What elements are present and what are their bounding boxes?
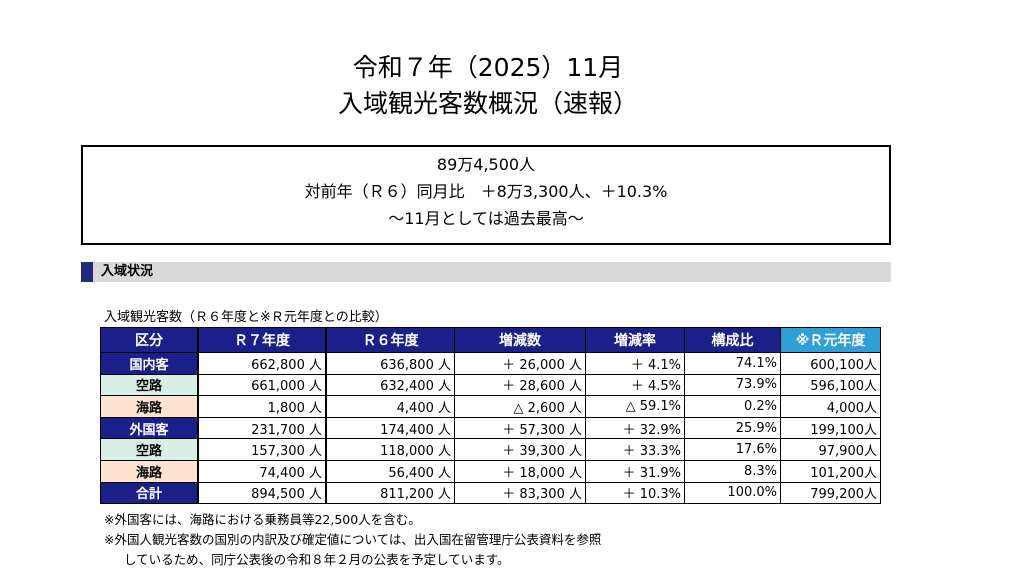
table-cell: 799,200人 [780,481,881,505]
data-table: 区分 Ｒ７年度 Ｒ６年度 増減数 増減率 構成比 ※Ｒ元年度 国内客 662,800 人 636… [100,327,881,505]
table-cell: 97,900人 [780,438,881,461]
table-cell: 17.6% [684,438,781,461]
column-header: Ｒ６年度 [325,327,455,353]
table-cell: ＋ 4.5% [585,373,685,397]
row-label: 空路 [100,373,199,397]
summary-line: 対前年（Ｒ６）同月比 ＋8万3,300人、＋10.3% [304,182,668,201]
table-cell: 74.1% [684,352,781,375]
table-row: 海路 1,800 人 4,400 人 △ 2,600 人 △ 59.1% 0.2% 4,00… [100,395,881,418]
table-row: 空路 661,000 人 632,400 人＋ 28,600 人＋ 4.5% 73.9… [100,373,881,397]
table-row: 外国客 231,700 人 174,400 人＋ 57,300 人＋ 32.9% 25… [100,416,881,440]
table-cell: 662,800 人 [197,352,327,375]
table-cell: 199,100人 [780,416,881,440]
table-cell: ＋ 57,300 人 [454,416,586,440]
summary-box: 89万4,500人 対前年（Ｒ６）同月比 ＋8万3,300人、＋10.3% ～1… [81,145,891,245]
table-cell: 632,400 人 [325,373,455,397]
note: ※外国人観光客数の国別の内訳及び確定値については、出入国在留管理庁公表資料を参照 [104,532,602,547]
section-title: 入域状況 [101,264,154,279]
title: 令和７年（2025）11月 [352,53,624,82]
table-cell: 8.3% [684,459,781,483]
table-row: 空路 157,300 人 118,000 人＋ 39,300 人＋ 33.3% 17.… [100,438,881,461]
table-cell: 100.0% [684,481,781,505]
table-row: 国内客 662,800 人 636,800 人＋ 26,000 人＋ 4.1% 74.… [100,352,881,375]
table-cell: 4,400 人 [325,395,455,418]
table-cell: ＋ 32.9% [585,416,685,440]
column-header: ※Ｒ元年度 [780,327,881,353]
table-cell: ＋ 31.9% [585,459,685,483]
header-row: 区分 Ｒ７年度 Ｒ６年度 増減数 増減率 構成比 ※Ｒ元年度 [100,327,881,353]
table-cell: 56,400 人 [325,459,455,483]
table-cell: 74,400 人 [197,459,327,483]
row-label: 合計 [100,481,199,505]
column-header: Ｒ７年度 [197,327,327,353]
table-cell: ＋ 28,600 人 [454,373,586,397]
table-cell: 600,100人 [780,352,881,375]
table-cell: ＋ 83,300 人 [454,481,586,505]
column-header: 構成比 [684,327,781,353]
table-cell: 157,300 人 [197,438,327,461]
row-label: 国内客 [100,352,199,375]
row-label: 海路 [100,459,199,483]
table-cell: 174,400 人 [325,416,455,440]
table-cell: 73.9% [684,373,781,397]
table-cell: 25.9% [684,416,781,440]
table-cell: △ 2,600 人 [454,395,586,418]
table-cell: 4,000人 [780,395,881,418]
table-cell: 0.2% [684,395,781,418]
table-cell: ＋ 26,000 人 [454,352,586,375]
column-header: 増減率 [585,327,685,353]
table-cell: 894,500 人 [197,481,327,505]
note: ※外国客には、海路における乗務員等22,500人を含む。 [104,512,421,527]
summary-line: ～11月としては過去最高～ [388,209,584,228]
section-bar: 入域状況 [81,262,891,282]
table-cell: 811,200 人 [325,481,455,505]
table-cell: ＋ 10.3% [585,481,685,505]
note: しているため、同庁公表後の令和８年２月の公表を予定しています。 [124,552,510,567]
row-label: 外国客 [100,416,199,440]
table-caption: 入域観光客数（Ｒ６年度と※Ｒ元年度との比較） [104,310,388,325]
table-cell: ＋ 4.1% [585,352,685,375]
table-cell: ＋ 39,300 人 [454,438,586,461]
row-label: 海路 [100,395,199,418]
table-cell: ＋ 18,000 人 [454,459,586,483]
table-cell: 596,100人 [780,373,881,397]
table-cell: ＋ 33.3% [585,438,685,461]
table-row: 合計 894,500 人 811,200 人＋ 83,300 人＋ 10.3% 100… [100,481,881,505]
table-cell: 661,000 人 [197,373,327,397]
column-header: 増減数 [454,327,586,353]
table-cell: 118,000 人 [325,438,455,461]
row-label: 空路 [100,438,199,461]
column-header: 区分 [100,327,199,353]
section-marker [81,262,93,282]
summary-line: 89万4,500人 [436,155,536,174]
table-cell: △ 59.1% [585,395,685,418]
table-row: 海路 74,400 人 56,400 人＋ 18,000 人＋ 31.9% 8.3% 1… [100,459,881,483]
table-body: 国内客 662,800 人 636,800 人＋ 26,000 人＋ 4.1% 74.… [100,352,881,505]
table-cell: 636,800 人 [325,352,455,375]
table-cell: 101,200人 [780,459,881,483]
table-cell: 231,700 人 [197,416,327,440]
title: 入域観光客数概況（速報） [337,89,638,118]
table-cell: 1,800 人 [197,395,327,418]
